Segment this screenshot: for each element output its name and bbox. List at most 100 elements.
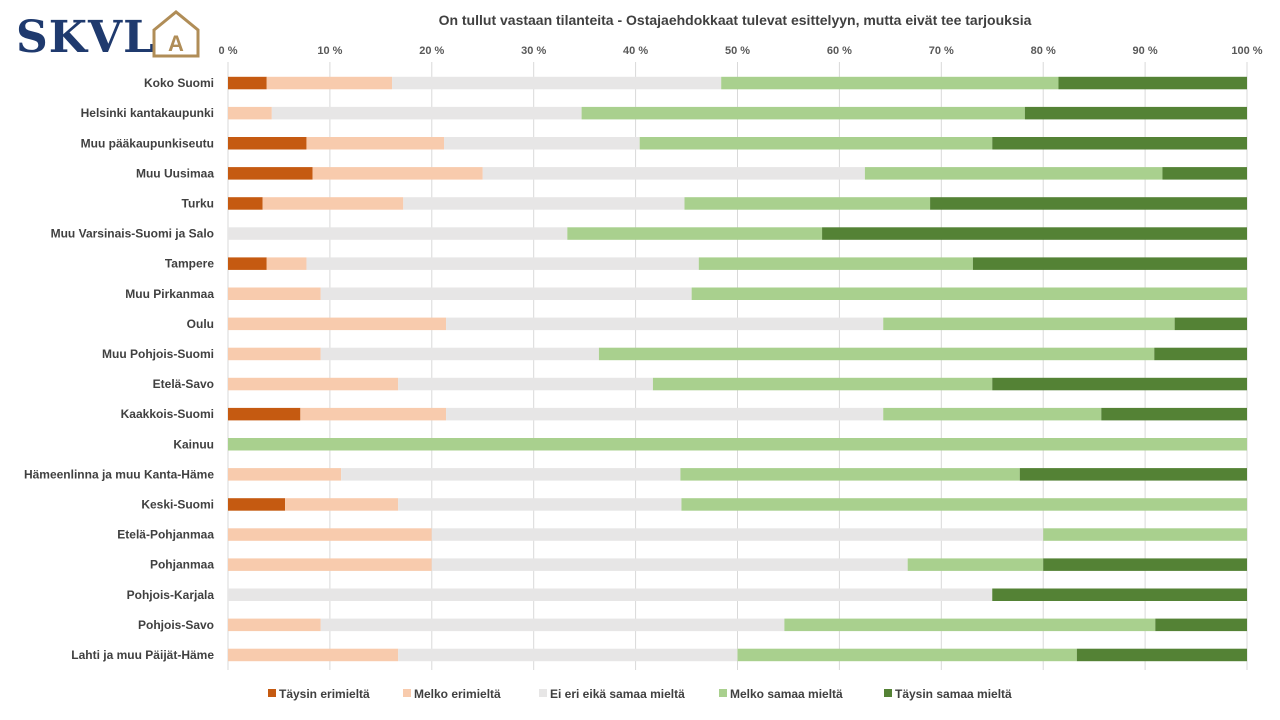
legend-label: Melko samaa mieltä xyxy=(730,687,843,701)
bar-segment xyxy=(271,106,582,120)
bar-segment xyxy=(1019,468,1247,481)
bar-segment xyxy=(446,317,884,331)
bar-segment xyxy=(228,558,432,571)
bar-segment xyxy=(822,227,1247,240)
bar-segment xyxy=(228,588,993,601)
bar-segment xyxy=(598,347,1155,361)
category-label: Kainuu xyxy=(173,437,214,451)
bar-segment xyxy=(228,197,263,210)
legend-label: Melko erimieltä xyxy=(414,687,501,701)
logo-text: SKVL xyxy=(16,12,155,60)
legend-label: Täysin samaa mieltä xyxy=(895,687,1012,701)
x-tick-label: 60 % xyxy=(827,45,852,57)
bar-segment xyxy=(1024,106,1247,120)
x-tick-label: 70 % xyxy=(929,45,954,57)
bar-segment xyxy=(684,197,931,210)
category-label: Muu Varsinais-Suomi ja Salo xyxy=(51,227,214,241)
category-label: Muu Pohjois-Suomi xyxy=(102,347,214,361)
bar-segment xyxy=(398,377,653,391)
logo-badge: A xyxy=(152,10,200,58)
bar-segment xyxy=(639,137,993,150)
bar-segment xyxy=(228,528,432,541)
category-label: Kaakkois-Suomi xyxy=(121,407,214,421)
bar-segment xyxy=(403,197,685,210)
bar-segment xyxy=(228,137,307,150)
bar-segment xyxy=(721,76,1059,90)
bar-segment xyxy=(1043,558,1247,571)
bar-segment xyxy=(306,137,445,150)
legend-swatch xyxy=(884,689,892,697)
bar-segment xyxy=(228,618,321,632)
bar-segment xyxy=(567,227,823,240)
category-label: Lahti ja muu Päijät-Häme xyxy=(71,648,214,662)
bar-segment xyxy=(228,438,1247,451)
x-tick-label: 50 % xyxy=(725,45,750,57)
bar-segment xyxy=(992,377,1247,391)
bar-segment xyxy=(1058,76,1247,90)
bar-segment xyxy=(312,167,483,180)
bar-segment xyxy=(266,257,307,270)
category-label: Koko Suomi xyxy=(144,76,214,90)
bar-segment xyxy=(228,498,286,511)
bar-segment xyxy=(228,287,321,300)
bar-segment xyxy=(1155,618,1247,632)
logo-badge-letter: A xyxy=(168,31,184,56)
bar-segment xyxy=(341,468,681,481)
bar-segment xyxy=(737,648,1077,662)
legend-label: Täysin erimieltä xyxy=(279,687,370,701)
bar-segment xyxy=(228,648,399,662)
bar-segment xyxy=(992,588,1247,601)
bar-segment xyxy=(262,197,404,210)
x-tick-label: 10 % xyxy=(317,45,342,57)
bar-segment xyxy=(306,257,699,270)
bar-segment xyxy=(652,377,993,391)
bar-segment xyxy=(883,407,1102,421)
bar-segment xyxy=(228,317,447,331)
category-label: Tampere xyxy=(165,257,214,271)
category-label: Hämeenlinna ja muu Kanta-Häme xyxy=(24,467,214,481)
legend-swatch xyxy=(268,689,276,697)
bar-segment xyxy=(1101,407,1247,421)
bar-segment xyxy=(1174,317,1247,331)
bar-segment xyxy=(266,76,393,90)
bar-segment xyxy=(1154,347,1247,361)
bar-segment xyxy=(228,377,399,391)
bar-segment xyxy=(930,197,1247,210)
bar-segment xyxy=(228,257,267,270)
x-tick-label: 20 % xyxy=(419,45,444,57)
category-label: Muu Uusimaa xyxy=(136,166,214,180)
bar-segment xyxy=(907,558,1044,571)
bar-segment xyxy=(300,407,447,421)
bar-segment xyxy=(446,407,884,421)
legend-swatch xyxy=(719,689,727,697)
bar-segment xyxy=(320,347,599,361)
category-label: Muu pääkaupunkiseutu xyxy=(81,136,214,150)
bar-segment xyxy=(398,498,682,511)
bar-segment xyxy=(320,287,692,300)
bar-segment xyxy=(972,257,1247,270)
x-tick-label: 80 % xyxy=(1031,45,1056,57)
bar-segment xyxy=(691,287,1247,300)
category-label: Keski-Suomi xyxy=(141,497,214,511)
category-label: Turku xyxy=(182,196,214,210)
bar-segment xyxy=(784,618,1156,632)
legend-swatch xyxy=(403,689,411,697)
category-label: Helsinki kantakaupunki xyxy=(81,106,214,120)
x-tick-label: 100 % xyxy=(1231,45,1262,57)
category-label: Pohjois-Karjala xyxy=(127,588,215,602)
chart-title: On tullut vastaan tilanteita - Ostajaehd… xyxy=(438,12,1032,28)
bar-segment xyxy=(864,167,1163,180)
bar-segment xyxy=(680,468,1020,481)
bar-segment xyxy=(883,317,1175,331)
legend-label: Ei eri eikä samaa mieltä xyxy=(550,687,685,701)
bar-segment xyxy=(482,167,865,180)
category-label: Oulu xyxy=(187,317,214,331)
bar-segment xyxy=(228,76,267,90)
x-tick-label: 40 % xyxy=(623,45,648,57)
bar-segment xyxy=(392,76,722,90)
bar-segment xyxy=(228,106,272,120)
category-label: Pohjanmaa xyxy=(150,558,214,572)
bar-segment xyxy=(681,498,1247,511)
legend-swatch xyxy=(539,689,547,697)
bar-segment xyxy=(1076,648,1247,662)
